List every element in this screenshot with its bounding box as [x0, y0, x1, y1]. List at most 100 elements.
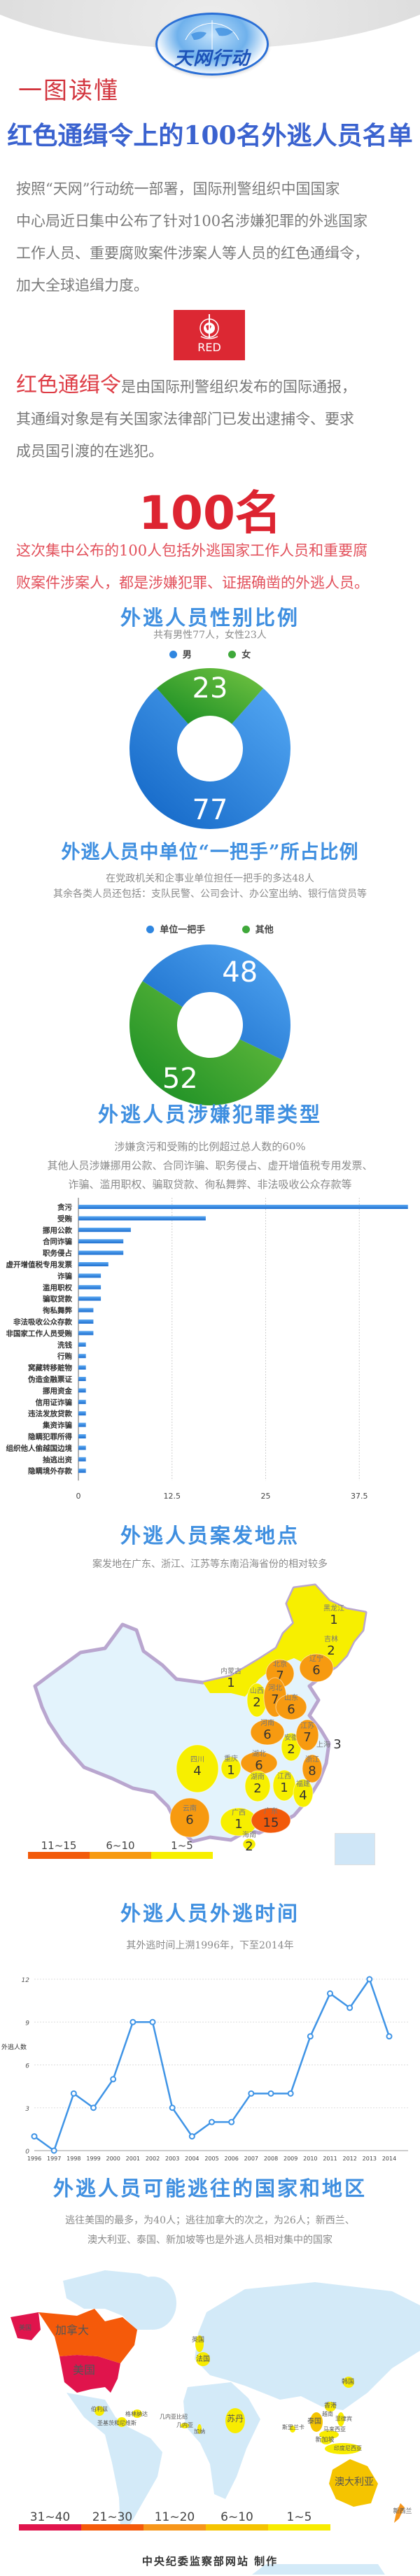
province-name: 吉林 [324, 1634, 338, 1643]
province-辽宁 [299, 1653, 334, 1683]
bar [78, 1273, 102, 1278]
country-label: 韩国 [342, 2377, 354, 2386]
country-菲律宾 [337, 2412, 344, 2426]
province-value: 4 [299, 1788, 307, 1803]
country-几内亚 [181, 2423, 189, 2428]
country-澳大利亚 [329, 2459, 378, 2507]
eurasia [195, 2282, 420, 2410]
category-label: 组织他人偷越国边境 [6, 1443, 73, 1452]
province-浙江 [302, 1754, 323, 1783]
gender-subtitle: 共有男性77人，女性23人 [153, 630, 267, 641]
country-label: 法国 [196, 2354, 210, 2363]
intro-line: 工作人员、重要腐败案件涉案人等人员的红色通缉令， [16, 245, 369, 262]
subtitle-line: 涉嫌贪污和受贿的比例超过总人数的60% [114, 1140, 306, 1153]
category-label: 挪用公款 [43, 1226, 72, 1235]
legend-item: 11~20 [144, 2510, 206, 2531]
legend-swatch [206, 2524, 268, 2531]
subtitle-line: 澳大利亚、泰国、新加坡等也是外逃人员相对集中的国家 [88, 2235, 332, 2246]
province-云南 [169, 1797, 210, 1838]
bar [78, 1205, 408, 1209]
bar [78, 1445, 86, 1450]
category-label: 受贿 [57, 1214, 72, 1223]
province-value: 2 [253, 1781, 261, 1796]
legend-swatch [81, 2524, 144, 2531]
province-name: 江西 [277, 1772, 291, 1781]
province-name: 辽宁 [309, 1654, 323, 1663]
country-label: 加拿大 [55, 2323, 89, 2337]
count-line: 这次集中公布的100人包括外逃国家工作人员和重要腐 [16, 542, 368, 559]
province-value: 6 [312, 1663, 320, 1678]
country-圣基茨和尼维斯 [117, 2417, 127, 2427]
legend-label: 11~15 [41, 1839, 77, 1852]
category-label: 合同诈骗 [42, 1237, 72, 1246]
category-label: 骗取贷款 [43, 1294, 72, 1303]
province-河南 [250, 1719, 285, 1746]
country-斯里兰卡 [290, 2426, 295, 2433]
page-title: 红色通缉令上的100名外逃人员名单 [7, 121, 413, 150]
x-tick-label: 2004 [185, 2156, 199, 2162]
x-tick-label: 2007 [244, 2156, 258, 2162]
interpol-emblem-icon [200, 314, 219, 339]
red-notice-paragraph: 红色通缉令是由国际刑警组织发布的国际通报， 其通缉对象是有关国家法律部门已发出逮… [16, 369, 408, 467]
data-point [188, 2133, 195, 2140]
logo-text: 天网行动 [174, 48, 250, 69]
category-label: 非国家工作人员受贿 [6, 1329, 73, 1338]
country-新加坡 [321, 2436, 332, 2444]
category-label: 非法吸收公众存款 [13, 1317, 72, 1326]
country-英国 [195, 2335, 204, 2352]
country-label: 香港 [324, 2401, 337, 2409]
legend-label: 6~10 [106, 1839, 135, 1852]
province-value: 2 [253, 1695, 260, 1710]
legend-swatch [144, 2524, 206, 2531]
legend-item: 11~15 [28, 1839, 90, 1859]
data-point [287, 2090, 294, 2097]
legend-swatch [268, 2524, 330, 2531]
province-name: 云南 [183, 1804, 197, 1813]
country-label: 斯里兰卡 [282, 2423, 304, 2430]
legend-label: 单位一把手 [160, 925, 206, 935]
bar [78, 1377, 86, 1381]
data-point [110, 2076, 117, 2083]
legend-item: 1~5 [268, 2510, 330, 2531]
donut-value-label: 77 [192, 794, 228, 826]
legend-label: 女 [241, 650, 251, 660]
country-label: 格林纳达 [125, 2410, 148, 2417]
gender-donut-chart: 77 23 [129, 668, 290, 829]
legend-item-leader: 单位一把手 [146, 922, 205, 935]
province-重庆 [220, 1756, 241, 1780]
bar [78, 1411, 86, 1416]
country-label: 马来西亚 [323, 2426, 346, 2433]
province-name: 内蒙古 [220, 1666, 241, 1676]
x-tick-label: 25 [261, 1492, 271, 1501]
x-tick-label: 2008 [264, 2156, 278, 2162]
country-label: 印度尼西亚 [334, 2444, 362, 2451]
province-value: 6 [287, 1702, 295, 1717]
province-name: 重庆 [224, 1754, 238, 1763]
x-tick-label: 0 [76, 1492, 81, 1501]
x-tick-label: 2013 [363, 2156, 377, 2162]
footer-credit: 中央纪委监察部网站 制作 [141, 2555, 279, 2568]
province-value: 3 [333, 1737, 341, 1752]
province-name: 北京 [273, 1659, 287, 1669]
category-label: 贪污 [57, 1203, 72, 1212]
donut-value-label: 23 [192, 672, 228, 705]
bar [78, 1457, 86, 1462]
bar [78, 1262, 108, 1266]
category-label: 窝藏转移赃物 [28, 1364, 72, 1373]
category-label: 虚开增值税专用发票 [6, 1260, 73, 1269]
data-point [307, 2033, 314, 2040]
province-value: 4 [193, 1764, 201, 1778]
province-value: 7 [271, 1692, 279, 1707]
donut-slice-0 [142, 944, 290, 1061]
escape-time-line-chart: 0 3 6 9 12 外逃人数 1996 1997 1998 1999 2000 2001 2002 20… [1, 1976, 408, 2162]
province-value: 15 [263, 1816, 279, 1830]
legend-item: 21~30 [81, 2510, 144, 2531]
leader-subtitle: 在党政机关和企事业单位担任一把手的多达48人 其余各类人员还包括：支队民警、公司… [0, 871, 420, 902]
category-label: 违法发放贷款 [28, 1409, 72, 1418]
country-印度尼西亚 [325, 2443, 361, 2454]
bar [78, 1354, 86, 1359]
country-韩国 [343, 2377, 354, 2388]
category-label: 隐瞒犯罪所得 [28, 1432, 72, 1441]
badge-label: RED [197, 341, 221, 354]
legend-item-female: 女 [228, 647, 251, 660]
